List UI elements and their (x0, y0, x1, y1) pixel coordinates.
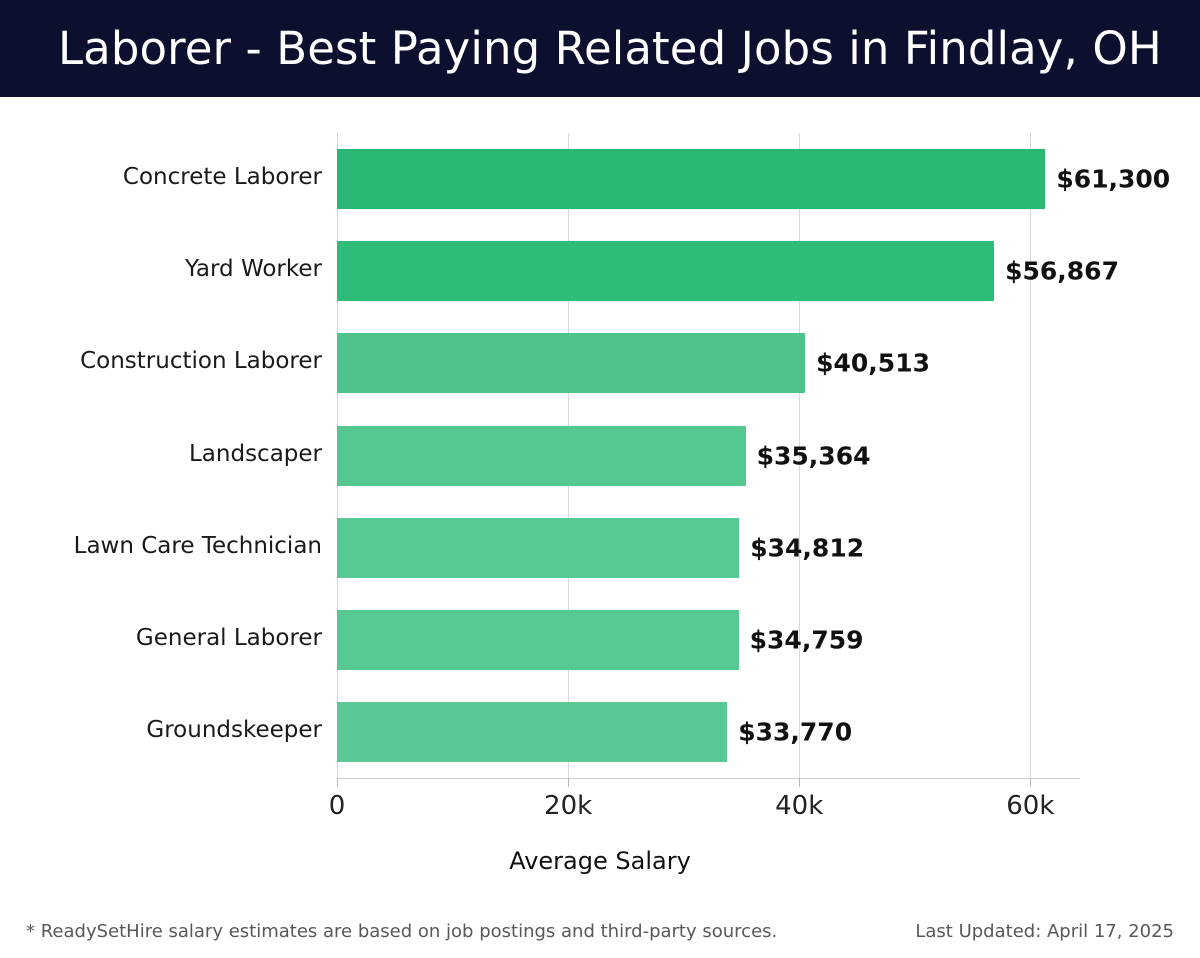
footer-last-updated: Last Updated: April 17, 2025 (915, 921, 1174, 942)
bar-value-label: $34,759 (749, 625, 864, 655)
bar[interactable] (337, 517, 740, 578)
bar[interactable] (337, 701, 728, 762)
bar-value-label: $33,770 (738, 717, 853, 747)
x-tick-label: 60k (1006, 791, 1055, 821)
bar-row[interactable]: $61,300 (337, 149, 1170, 210)
y-axis-label: Lawn Care Technician (73, 532, 322, 559)
bar-value-label: $35,364 (756, 441, 871, 470)
bar[interactable] (337, 149, 1046, 210)
footer-disclaimer: * ReadySetHire salary estimates are base… (26, 921, 778, 942)
x-tick-label: 40k (775, 791, 824, 821)
x-axis-title: Average Salary (509, 847, 691, 875)
bar-row[interactable]: $34,812 (337, 517, 1080, 578)
y-axis-label: Landscaper (188, 440, 322, 467)
bar-value-label: $56,867 (1005, 256, 1119, 286)
bar[interactable] (337, 241, 995, 302)
header-banner: Laborer - Best Paying Related Jobs in Fi… (0, 0, 1200, 97)
bar[interactable] (337, 333, 806, 394)
y-axis-label: Concrete Laborer (122, 164, 322, 191)
page-title: Laborer - Best Paying Related Jobs in Fi… (58, 22, 1162, 75)
plot-region: $61,300 $56,867 $40,513 $35,364 $34,812 $34,7… (337, 133, 1170, 778)
bar-row[interactable]: $34,759 (337, 609, 1080, 670)
tickmark-40k (799, 778, 801, 787)
bar-value-label: $40,513 (816, 348, 930, 378)
bar-row[interactable]: $40,513 (337, 333, 1080, 394)
gridline-60k (1030, 133, 1032, 778)
gridline-40k (799, 133, 801, 778)
x-axis-line (337, 778, 1080, 779)
bar[interactable] (337, 609, 739, 670)
bar[interactable] (337, 425, 746, 486)
x-tick-label: 0 (328, 791, 346, 821)
bar-row[interactable]: $35,364 (337, 425, 1080, 486)
bar-row[interactable]: $33,770 (337, 701, 1080, 762)
x-tick-label: 20k (544, 791, 593, 821)
bar-value-label: $61,300 (1056, 164, 1171, 194)
y-axis-label: Groundskeeper (146, 716, 322, 743)
bar-row[interactable]: $56,867 (337, 241, 1119, 302)
chart-canvas: Concrete Laborer Yard Worker Construction … (0, 97, 1200, 897)
y-axis-label: General Laborer (135, 624, 322, 651)
tickmark-20k (568, 778, 570, 787)
y-axis-labels: Concrete Laborer Yard Worker Construction … (0, 133, 322, 778)
bar-value-label: $34,812 (750, 533, 865, 563)
tickmark-60k (1030, 778, 1032, 787)
footer: * ReadySetHire salary estimates are base… (0, 905, 1200, 958)
y-axis-label: Construction Laborer (80, 348, 322, 375)
y-axis-label: Yard Worker (185, 256, 322, 283)
tickmark-0 (337, 778, 338, 787)
